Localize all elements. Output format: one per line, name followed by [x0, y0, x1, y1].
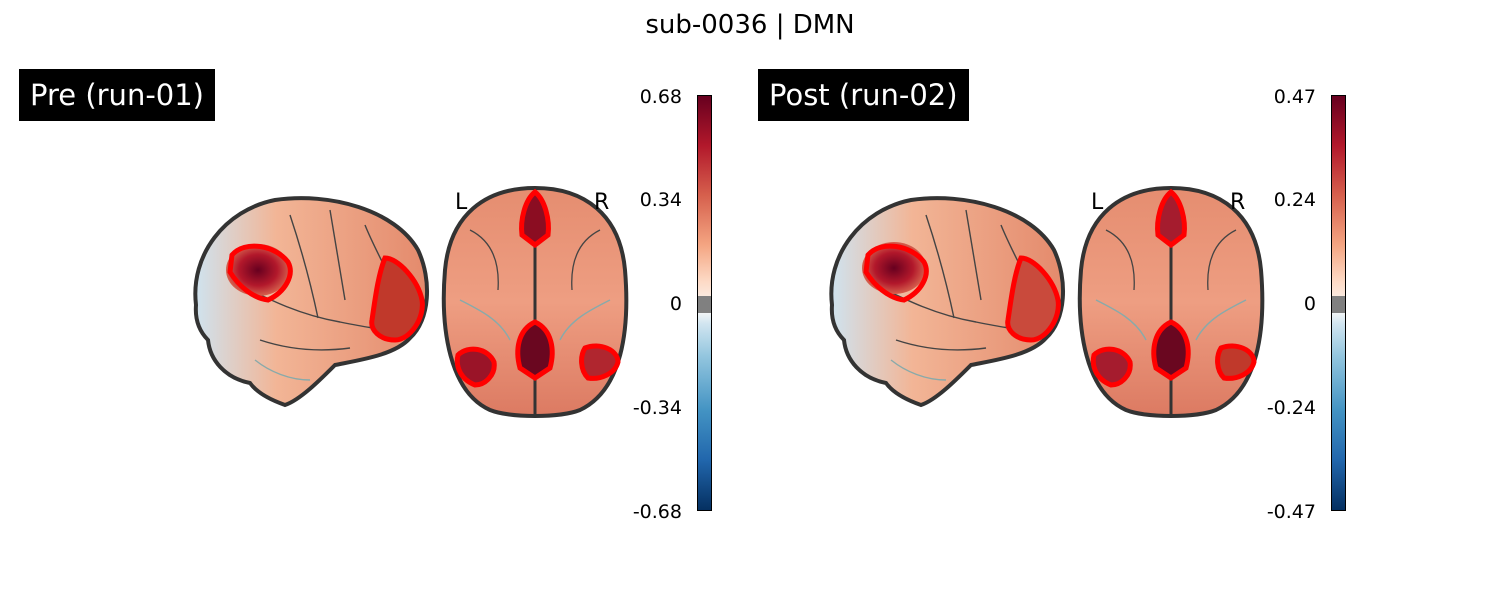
left-marker: L [1091, 190, 1104, 215]
sagittal-view [193, 196, 429, 408]
colorbar-tick-half: 0.34 [639, 189, 682, 211]
figure-title: sub-0036 | DMN [645, 10, 855, 40]
axial-view [1077, 185, 1265, 418]
colorbar-tick-zero: 0 [1303, 293, 1316, 315]
colorbar [1331, 95, 1346, 511]
panel-label: Post (run-02) [758, 69, 969, 121]
colorbar-tick-min: -0.47 [1266, 501, 1316, 523]
threshold-band [698, 296, 711, 313]
colorbar-tick-max: 0.47 [1273, 86, 1316, 108]
sagittal-view [829, 196, 1065, 408]
colorbar [697, 95, 712, 511]
colorbar-tick-min: -0.68 [632, 501, 682, 523]
threshold-band [1332, 296, 1345, 313]
brain-glass-views [829, 185, 1265, 418]
pre-panel: Pre (run-01) L R 0.68 0.34 0 -0.34 -0.68 [0, 0, 740, 600]
colorbar-tick-max: 0.68 [639, 86, 682, 108]
left-marker: L [455, 190, 468, 215]
colorbar-tick-neg-half: -0.24 [1266, 397, 1316, 419]
post-panel: Post (run-02) L R 0.47 0.24 0 -0.24 -0.4… [636, 0, 1376, 600]
brain-glass-views [193, 185, 629, 418]
right-marker: R [1230, 190, 1246, 215]
panel-label: Pre (run-01) [19, 69, 215, 121]
colorbar-tick-zero: 0 [669, 293, 682, 315]
right-marker: R [594, 190, 610, 215]
colorbar-tick-neg-half: -0.34 [632, 397, 682, 419]
colorbar-tick-half: 0.24 [1273, 189, 1316, 211]
axial-view [441, 185, 629, 418]
